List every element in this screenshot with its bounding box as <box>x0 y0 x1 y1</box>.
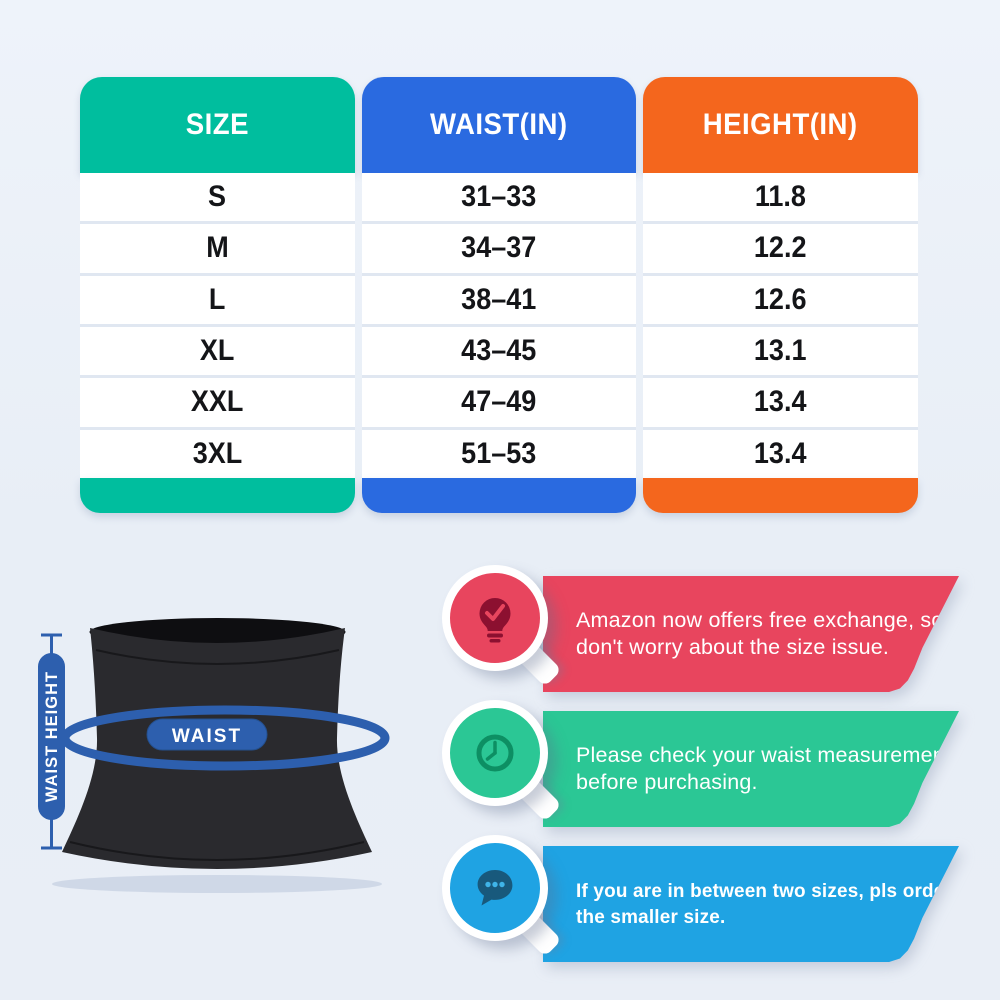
table-column-height: HEIGHT(IN) 11.8 12.2 12.6 13.1 13.4 13.4 <box>643 77 918 513</box>
table-cell: L <box>80 272 355 324</box>
table-cell: XL <box>80 323 355 376</box>
table-cell: M <box>80 221 355 273</box>
callout-text-line: don't worry about the size issue. <box>576 635 890 659</box>
callout-banner: If you are in between two sizes, pls ord… <box>543 846 959 962</box>
chat-dots-icon <box>477 870 513 906</box>
ground-shadow <box>52 875 382 893</box>
size-table: SIZE S M L XL XXL 3XL WAIST(IN) 31–33 34… <box>80 77 918 513</box>
column-header-label: SIZE <box>185 108 249 141</box>
callout-icon-circle <box>442 700 548 806</box>
callout-free-exchange: Amazon now offers free exchange, so don'… <box>440 565 1000 700</box>
table-cell: 43–45 <box>361 323 637 376</box>
callout-text-line: Please check your waist measurement <box>576 743 952 767</box>
table-cell: 13.1 <box>643 323 918 376</box>
callout-banner: Amazon now offers free exchange, so don'… <box>543 576 959 692</box>
garment-opening <box>89 618 346 646</box>
table-cell: 12.2 <box>643 221 918 273</box>
clock-icon <box>476 734 514 772</box>
callout-between-sizes: If you are in between two sizes, pls ord… <box>440 835 1000 970</box>
table-cell: 51–53 <box>361 426 637 478</box>
table-cell: 13.4 <box>643 426 918 478</box>
callout-banner: Please check your waist measurement befo… <box>543 711 959 827</box>
waist-height-pill <box>38 653 65 820</box>
callout-icon-circle <box>442 835 548 941</box>
waist-trainer-illustration: WAIST WAIST HEIGHT <box>38 618 390 893</box>
column-footer-size <box>80 477 355 513</box>
callout-check-measurement: Please check your waist measurement befo… <box>440 700 1000 835</box>
waist-height-measure: WAIST HEIGHT <box>38 633 65 850</box>
table-cell: 31–33 <box>361 173 637 222</box>
column-footer-height <box>643 477 918 513</box>
waist-height-label: WAIST HEIGHT <box>43 671 61 802</box>
callout-icon-circle <box>442 565 548 671</box>
callout-text-line: the smaller size. <box>576 906 726 928</box>
table-cell: 3XL <box>80 426 355 478</box>
column-footer-waist <box>361 477 637 513</box>
callout-text-line: before purchasing. <box>576 770 758 794</box>
column-header-size: SIZE <box>80 77 355 173</box>
table-cell: 34–37 <box>361 221 637 273</box>
table-column-size: SIZE S M L XL XXL 3XL <box>80 77 355 513</box>
table-cell: S <box>80 173 355 222</box>
table-cell: XXL <box>80 375 355 427</box>
waist-label: WAIST <box>172 726 242 747</box>
waist-label-pill <box>146 718 268 751</box>
callout-text-line: If you are in between two sizes, pls ord… <box>576 880 953 902</box>
table-cell: 13.4 <box>643 375 918 427</box>
column-header-label: WAIST(IN) <box>430 108 568 141</box>
callout-text-line: Amazon now offers free exchange, so <box>576 608 944 632</box>
stitch-line-bottom <box>69 841 365 861</box>
table-cell: 12.6 <box>643 272 918 324</box>
table-cell: 38–41 <box>361 272 637 324</box>
callout-list: Amazon now offers free exchange, so don'… <box>440 565 1000 970</box>
table-cell: 11.8 <box>643 173 918 222</box>
column-header-waist: WAIST(IN) <box>361 77 637 173</box>
lightbulb-check-icon <box>479 598 511 643</box>
column-header-height: HEIGHT(IN) <box>643 77 918 173</box>
column-header-label: HEIGHT(IN) <box>703 108 859 141</box>
table-column-waist: WAIST(IN) 31–33 34–37 38–41 43–45 47–49 … <box>361 77 637 513</box>
table-cell: 47–49 <box>361 375 637 427</box>
stitch-line-top <box>95 649 340 665</box>
